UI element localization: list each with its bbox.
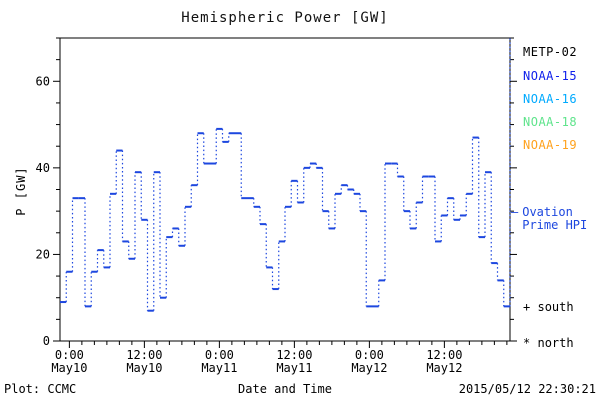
- asterisk-marker-icon: *: [523, 336, 531, 350]
- x-tick-date-label: May12: [426, 361, 462, 375]
- x-axis-label: Date and Time: [238, 382, 332, 396]
- y-tick-label: 0: [43, 334, 50, 348]
- x-tick-time-label: 12:00: [276, 348, 312, 362]
- legend-item-noaa15: NOAA-15: [523, 69, 578, 83]
- x-tick-time-label: 12:00: [126, 348, 162, 362]
- page-title: Hemispheric Power [GW]: [181, 10, 389, 26]
- timestamp: 2015/05/12 22:30:21: [458, 382, 596, 396]
- x-tick-time-label: 12:00: [426, 348, 462, 362]
- plot-credit: Plot: CCMC: [4, 382, 77, 396]
- legend-item-noaa16: NOAA-16: [523, 92, 578, 106]
- plot-frame: [59, 37, 511, 342]
- x-tick-date-label: May11: [201, 361, 237, 375]
- y-tick-label: 20: [36, 247, 50, 261]
- ovation-label-line1: Ovation: [522, 205, 573, 219]
- ovation-label-line2: Prime HPI: [522, 218, 588, 232]
- legend-item-ovation-prime: — Ovation Prime HPI: [511, 206, 587, 232]
- plus-marker-icon: +: [523, 300, 531, 314]
- line-sample-icon: —: [511, 205, 519, 219]
- x-tick-date-label: May10: [126, 361, 162, 375]
- x-tick-date-label: May12: [351, 361, 387, 375]
- legend-item-metp02: METP-02: [523, 45, 578, 59]
- north-label: north: [537, 336, 574, 350]
- y-tick-label: 60: [36, 74, 50, 88]
- legend-item-noaa18: NOAA-18: [523, 115, 578, 129]
- legend-item-north: * north: [523, 336, 574, 350]
- south-label: south: [537, 300, 574, 314]
- y-tick-label: 40: [36, 161, 50, 175]
- x-tick-time-label: 0:00: [355, 348, 384, 362]
- x-tick-date-label: May11: [276, 361, 312, 375]
- y-axis-label: P [GW]: [14, 166, 28, 216]
- legend-item-south: + south: [523, 300, 574, 314]
- legend-item-noaa19: NOAA-19: [523, 138, 578, 152]
- x-tick-date-label: May10: [51, 361, 87, 375]
- x-tick-time-label: 0:00: [205, 348, 234, 362]
- x-tick-time-label: 0:00: [55, 348, 84, 362]
